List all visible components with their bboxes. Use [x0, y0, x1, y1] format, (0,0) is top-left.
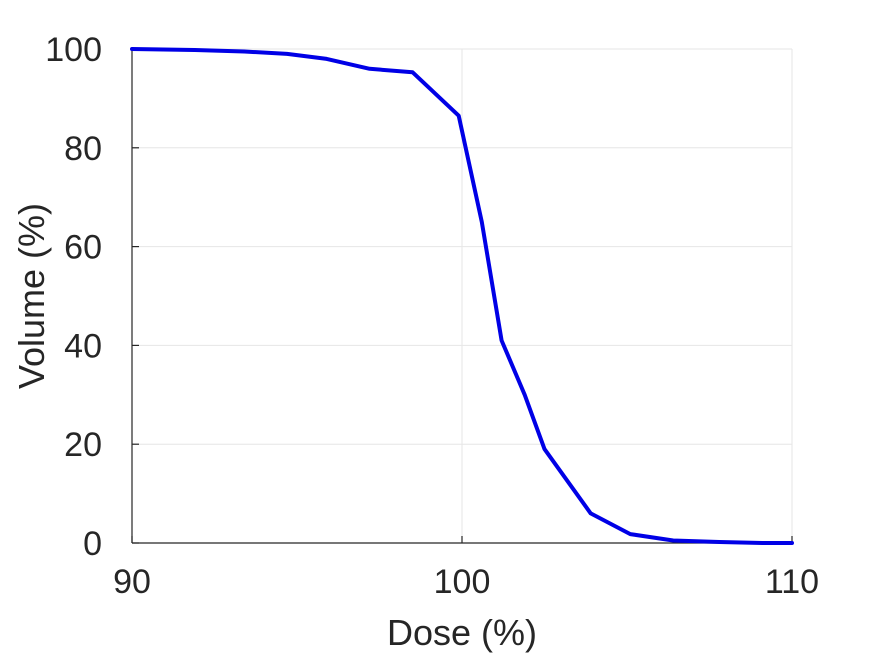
y-axis-title: Volume (%) [11, 203, 52, 389]
tick-labels: 90 100 110 0 20 40 60 80 100 [45, 31, 819, 601]
x-axis-title: Dose (%) [387, 612, 537, 653]
y-tick-label: 20 [64, 426, 102, 464]
y-tick-label: 80 [64, 130, 102, 168]
y-tick-label: 40 [64, 327, 102, 365]
y-tick-label: 0 [83, 525, 102, 563]
series-layer [130, 47, 794, 545]
x-tick-label: 100 [434, 563, 491, 601]
series-line-0 [130, 47, 794, 545]
x-tick-label: 90 [113, 563, 151, 601]
x-tick-label: 110 [765, 563, 819, 601]
y-tick-label: 60 [64, 229, 102, 267]
y-tick-label: 100 [45, 31, 102, 69]
